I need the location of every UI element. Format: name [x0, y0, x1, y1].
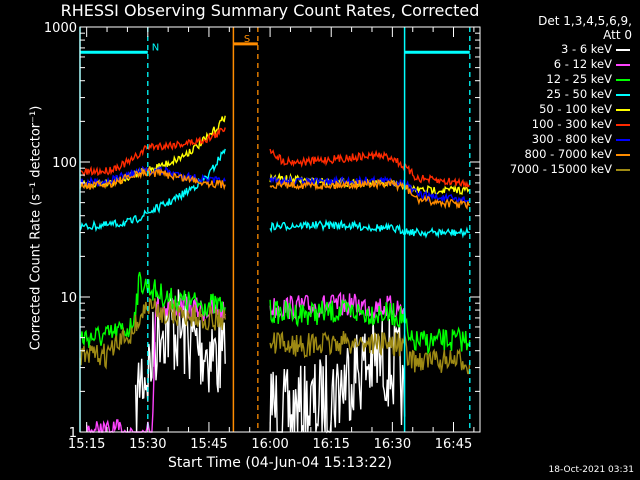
x-tick-label: 16:00 [251, 437, 288, 452]
legend-swatch [616, 79, 630, 81]
series-line-3-seg-1 [79, 271, 226, 348]
x-axis-label: Start Time (04-Jun-04 15:13:22) [168, 455, 392, 471]
legend-swatch [616, 124, 630, 126]
series-7000-15000keV [79, 297, 471, 375]
series-line-7-seg-2 [269, 175, 470, 206]
legend-label: 6 - 12 keV [553, 57, 612, 71]
legend-swatch [616, 169, 630, 171]
series-line-5-seg-2 [269, 172, 470, 196]
y-axis-label: Corrected Count Rate (s⁻¹ detector⁻¹) [28, 105, 44, 351]
legend-label: 7000 - 15000 keV [509, 162, 612, 176]
series-line-8-seg-2 [269, 178, 470, 210]
series-100-300keV [79, 127, 471, 189]
series-12-25keV [79, 271, 471, 356]
series-line-4-seg-1 [79, 148, 226, 233]
legend-label: 100 - 300 keV [531, 117, 612, 131]
y-tick-label: 100 [52, 156, 77, 171]
chart-title: RHESSI Observing Summary Count Rates, Co… [60, 1, 480, 20]
legend-entry: 12 - 25 keV [486, 72, 634, 87]
series-line-6-seg-1 [79, 127, 226, 177]
series-line-5-seg-1 [79, 115, 226, 190]
legend-label: 12 - 25 keV [546, 72, 612, 86]
x-tick-label: 16:45 [435, 437, 472, 452]
legend-label: 50 - 100 keV [539, 102, 612, 116]
series-line-8-seg-1 [79, 166, 226, 191]
legend-entry: 3 - 6 keV [486, 42, 634, 57]
x-tick-label: 15:15 [68, 437, 105, 452]
legend-label: 300 - 800 keV [531, 132, 612, 146]
legend-entry: 6 - 12 keV [486, 57, 634, 72]
x-tick-label: 16:30 [374, 437, 411, 452]
attenuator-info: Att 0 [603, 28, 632, 42]
legend-label: 800 - 7000 keV [524, 147, 612, 161]
series-line-4-seg-2 [269, 218, 471, 239]
series-50-100keV [79, 115, 470, 196]
legend-swatch [616, 64, 630, 66]
y-tick-label: 10 [60, 291, 77, 306]
night-label: N [152, 42, 159, 53]
legend-swatch [616, 154, 630, 156]
legend-entry: 50 - 100 keV [486, 102, 634, 117]
legend-label: 25 - 50 keV [546, 87, 612, 101]
legend-entry: 800 - 7000 keV [486, 147, 634, 162]
legend-entry: 25 - 50 keV [486, 87, 634, 102]
legend-entry: 7000 - 15000 keV [486, 162, 634, 177]
legend-entry: 300 - 800 keV [486, 132, 634, 147]
series-300-800keV [79, 165, 470, 206]
x-tick-label: 15:30 [129, 437, 166, 452]
plot-frame [79, 26, 481, 433]
series-line-9-seg-1 [79, 297, 226, 370]
legend-entry: 100 - 300 keV [486, 117, 634, 132]
series-line-2-seg-2 [269, 291, 405, 321]
date-stamp: 18-Oct-2021 03:31 [548, 465, 634, 475]
series-line-9-seg-2 [269, 331, 471, 375]
saa-label: S [244, 34, 250, 45]
series-800-7000keV [79, 166, 470, 210]
series-line-1-seg-1 [134, 289, 226, 433]
legend-swatch [616, 49, 630, 51]
series-line-6-seg-2 [269, 148, 471, 189]
detector-info: Det 1,3,4,5,6,9, [538, 14, 632, 28]
x-tick-label: 15:45 [190, 437, 227, 452]
y-tick-label: 1000 [44, 21, 77, 36]
legend-swatch [616, 139, 630, 141]
legend-swatch [616, 109, 630, 111]
legend-label: 3 - 6 keV [561, 42, 612, 56]
y-tick-label: 1 [69, 426, 77, 441]
legend-swatch [616, 94, 630, 96]
x-tick-label: 16:15 [312, 437, 349, 452]
series-line-3-seg-2 [269, 299, 471, 356]
